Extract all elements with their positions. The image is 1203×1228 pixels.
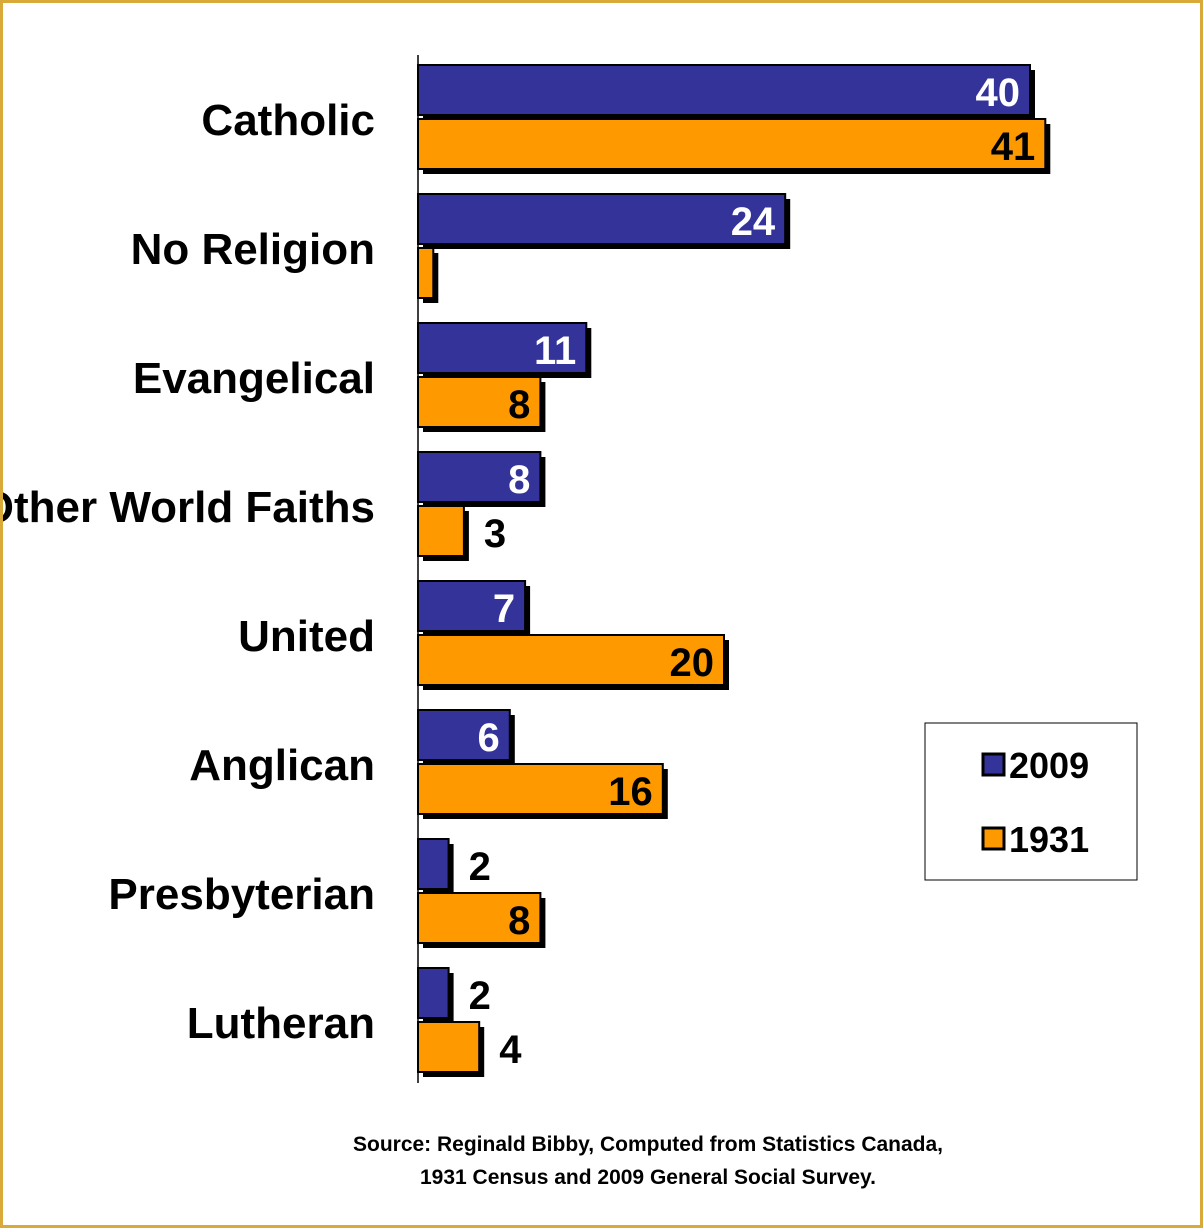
legend-swatch-1931 xyxy=(981,826,1006,851)
category-label: Evangelical xyxy=(133,354,375,403)
source-line-1: Source: Reginald Bibby, Computed from St… xyxy=(352,1133,944,1156)
category-label: Lutheran xyxy=(187,999,375,1048)
bars-layer xyxy=(417,64,1051,1077)
value-label: 2 xyxy=(469,974,491,1018)
value-label: 41 xyxy=(991,125,1036,169)
value-label: 20 xyxy=(670,641,715,685)
bar-2009 xyxy=(417,967,450,1019)
value-label: 2 xyxy=(469,845,491,889)
value-label: 40 xyxy=(976,71,1021,115)
category-label: No Religion xyxy=(131,225,375,274)
value-label: 11 xyxy=(534,329,576,373)
bar-2009 xyxy=(417,451,542,503)
bar-1931 xyxy=(417,118,1047,170)
value-label: 16 xyxy=(608,770,653,814)
legend: 2009 1931 xyxy=(924,722,1138,881)
bar-1931 xyxy=(417,1021,481,1073)
category-label: Other World Faiths xyxy=(3,483,375,532)
value-label: 8 xyxy=(508,899,530,943)
source-note: Source: Reginald Bibby, Computed from St… xyxy=(248,1128,1048,1194)
value-label: 7 xyxy=(493,587,515,631)
bar-2009 xyxy=(417,64,1031,116)
bar-1931 xyxy=(417,247,435,299)
legend-swatch-2009 xyxy=(981,752,1006,777)
bar-2009 xyxy=(417,838,450,890)
value-label: 24 xyxy=(731,200,776,244)
category-label: Presbyterian xyxy=(108,870,375,919)
bar-2009 xyxy=(417,322,588,374)
bar-1931 xyxy=(417,505,465,557)
category-label: Catholic xyxy=(201,96,375,145)
value-label: 8 xyxy=(508,383,530,427)
category-label: Anglican xyxy=(189,741,375,790)
bar-1931 xyxy=(417,892,542,944)
bar-1931 xyxy=(417,376,542,428)
source-line-2: 1931 Census and 2009 General Social Surv… xyxy=(419,1166,877,1189)
value-label: 3 xyxy=(484,512,506,556)
bar-2009 xyxy=(417,580,527,632)
bar-2009 xyxy=(417,193,787,245)
legend-label-1931: 1931 xyxy=(1009,819,1089,860)
value-label: 6 xyxy=(478,716,500,760)
category-label: United xyxy=(238,612,375,661)
value-label: 8 xyxy=(508,458,530,502)
bar-1931 xyxy=(417,634,725,686)
legend-label-2009: 2009 xyxy=(1009,745,1089,786)
value-label: 4 xyxy=(499,1028,522,1072)
legend-box xyxy=(924,722,1138,881)
